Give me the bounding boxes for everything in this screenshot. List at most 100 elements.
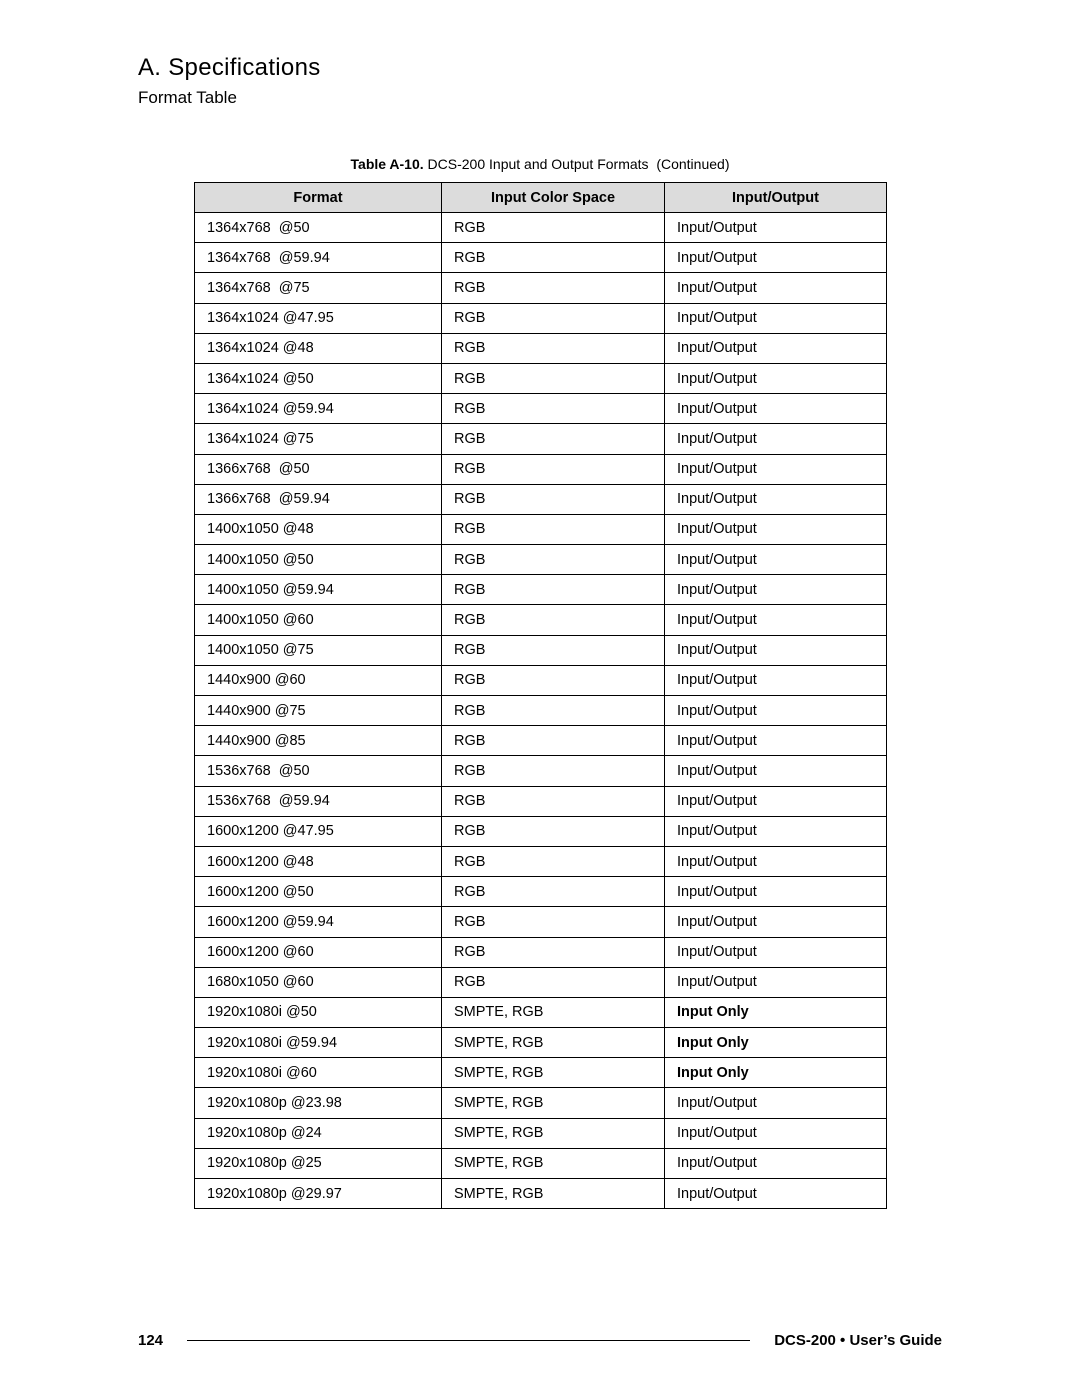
cell-format: 1400x1050 @59.94 xyxy=(195,575,442,605)
table-row: 1364x1024 @47.95RGBInput/Output xyxy=(195,303,887,333)
cell-io: Input/Output xyxy=(665,786,887,816)
cell-space: RGB xyxy=(442,454,665,484)
cell-io: Input/Output xyxy=(665,363,887,393)
cell-space: RGB xyxy=(442,635,665,665)
cell-io: Input/Output xyxy=(665,907,887,937)
table-row: 1364x768 @50RGBInput/Output xyxy=(195,213,887,243)
page-number: 124 xyxy=(138,1332,179,1349)
cell-space: RGB xyxy=(442,877,665,907)
table-row: 1600x1200 @59.94RGBInput/Output xyxy=(195,907,887,937)
cell-io: Input/Output xyxy=(665,454,887,484)
table-row: 1920x1080i @59.94SMPTE, RGBInput Only xyxy=(195,1028,887,1058)
cell-format: 1364x1024 @50 xyxy=(195,363,442,393)
cell-io: Input/Output xyxy=(665,1118,887,1148)
cell-io: Input Only xyxy=(665,1028,887,1058)
cell-io: Input/Output xyxy=(665,545,887,575)
table-row: 1920x1080p @23.98SMPTE, RGBInput/Output xyxy=(195,1088,887,1118)
cell-format: 1364x768 @59.94 xyxy=(195,243,442,273)
cell-space: RGB xyxy=(442,273,665,303)
table-row: 1920x1080p @29.97SMPTE, RGBInput/Output xyxy=(195,1179,887,1209)
cell-format: 1600x1200 @50 xyxy=(195,877,442,907)
cell-format: 1400x1050 @50 xyxy=(195,545,442,575)
cell-format: 1364x1024 @47.95 xyxy=(195,303,442,333)
page: A. Specifications Format Table Table A-1… xyxy=(0,0,1080,1397)
table-row: 1400x1050 @48RGBInput/Output xyxy=(195,514,887,544)
table-row: 1364x1024 @75RGBInput/Output xyxy=(195,424,887,454)
table-row: 1440x900 @60RGBInput/Output xyxy=(195,665,887,695)
cell-format: 1366x768 @59.94 xyxy=(195,484,442,514)
page-footer: 124 DCS-200 • User’s Guide xyxy=(138,1332,942,1349)
cell-space: RGB xyxy=(442,816,665,846)
cell-format: 1364x768 @75 xyxy=(195,273,442,303)
cell-format: 1600x1200 @59.94 xyxy=(195,907,442,937)
cell-io: Input/Output xyxy=(665,303,887,333)
cell-format: 1440x900 @60 xyxy=(195,665,442,695)
cell-io: Input/Output xyxy=(665,665,887,695)
cell-io: Input/Output xyxy=(665,877,887,907)
cell-space: RGB xyxy=(442,363,665,393)
table-row: 1440x900 @85RGBInput/Output xyxy=(195,726,887,756)
cell-format: 1364x1024 @59.94 xyxy=(195,394,442,424)
cell-format: 1920x1080i @50 xyxy=(195,997,442,1027)
cell-space: RGB xyxy=(442,786,665,816)
table-row: 1600x1200 @50RGBInput/Output xyxy=(195,877,887,907)
caption-text: DCS-200 Input and Output Formats (Contin… xyxy=(428,156,730,172)
cell-space: SMPTE, RGB xyxy=(442,1028,665,1058)
cell-format: 1680x1050 @60 xyxy=(195,967,442,997)
cell-format: 1440x900 @75 xyxy=(195,696,442,726)
cell-space: RGB xyxy=(442,424,665,454)
cell-space: SMPTE, RGB xyxy=(442,1148,665,1178)
table-row: 1920x1080p @24SMPTE, RGBInput/Output xyxy=(195,1118,887,1148)
formats-table: Format Input Color Space Input/Output 13… xyxy=(194,182,887,1209)
cell-format: 1536x768 @50 xyxy=(195,756,442,786)
cell-io: Input/Output xyxy=(665,394,887,424)
cell-space: SMPTE, RGB xyxy=(442,1088,665,1118)
table-row: 1364x768 @75RGBInput/Output xyxy=(195,273,887,303)
table-row: 1920x1080i @50SMPTE, RGBInput Only xyxy=(195,997,887,1027)
cell-space: RGB xyxy=(442,303,665,333)
table-row: 1400x1050 @75RGBInput/Output xyxy=(195,635,887,665)
table-row: 1364x1024 @50RGBInput/Output xyxy=(195,363,887,393)
cell-format: 1600x1200 @48 xyxy=(195,846,442,876)
cell-io: Input/Output xyxy=(665,635,887,665)
cell-io: Input/Output xyxy=(665,1179,887,1209)
cell-format: 1920x1080i @60 xyxy=(195,1058,442,1088)
cell-io: Input/Output xyxy=(665,846,887,876)
cell-format: 1920x1080p @29.97 xyxy=(195,1179,442,1209)
table-row: 1440x900 @75RGBInput/Output xyxy=(195,696,887,726)
cell-io: Input/Output xyxy=(665,696,887,726)
table-row: 1600x1200 @47.95RGBInput/Output xyxy=(195,816,887,846)
cell-format: 1364x768 @50 xyxy=(195,213,442,243)
cell-io: Input/Output xyxy=(665,424,887,454)
cell-space: RGB xyxy=(442,575,665,605)
cell-space: RGB xyxy=(442,545,665,575)
cell-space: RGB xyxy=(442,726,665,756)
table-row: 1364x768 @59.94RGBInput/Output xyxy=(195,243,887,273)
table-row: 1680x1050 @60RGBInput/Output xyxy=(195,967,887,997)
table-caption: Table A-10. DCS-200 Input and Output For… xyxy=(138,156,942,172)
table-row: 1400x1050 @50RGBInput/Output xyxy=(195,545,887,575)
table-row: 1400x1050 @59.94RGBInput/Output xyxy=(195,575,887,605)
cell-io: Input/Output xyxy=(665,605,887,635)
table-row: 1366x768 @59.94RGBInput/Output xyxy=(195,484,887,514)
cell-space: RGB xyxy=(442,213,665,243)
cell-format: 1920x1080p @23.98 xyxy=(195,1088,442,1118)
cell-space: RGB xyxy=(442,605,665,635)
table-row: 1920x1080p @25SMPTE, RGBInput/Output xyxy=(195,1148,887,1178)
table-row: 1400x1050 @60RGBInput/Output xyxy=(195,605,887,635)
cell-format: 1536x768 @59.94 xyxy=(195,786,442,816)
cell-space: SMPTE, RGB xyxy=(442,1058,665,1088)
caption-bold: Table A-10. xyxy=(351,156,424,172)
subtitle: Format Table xyxy=(138,88,942,108)
cell-format: 1440x900 @85 xyxy=(195,726,442,756)
table-row: 1364x1024 @48RGBInput/Output xyxy=(195,333,887,363)
cell-io: Input/Output xyxy=(665,213,887,243)
cell-io: Input/Output xyxy=(665,726,887,756)
cell-format: 1600x1200 @47.95 xyxy=(195,816,442,846)
cell-io: Input Only xyxy=(665,1058,887,1088)
cell-format: 1400x1050 @75 xyxy=(195,635,442,665)
cell-io: Input/Output xyxy=(665,273,887,303)
cell-space: SMPTE, RGB xyxy=(442,997,665,1027)
cell-format: 1920x1080p @25 xyxy=(195,1148,442,1178)
cell-space: SMPTE, RGB xyxy=(442,1118,665,1148)
